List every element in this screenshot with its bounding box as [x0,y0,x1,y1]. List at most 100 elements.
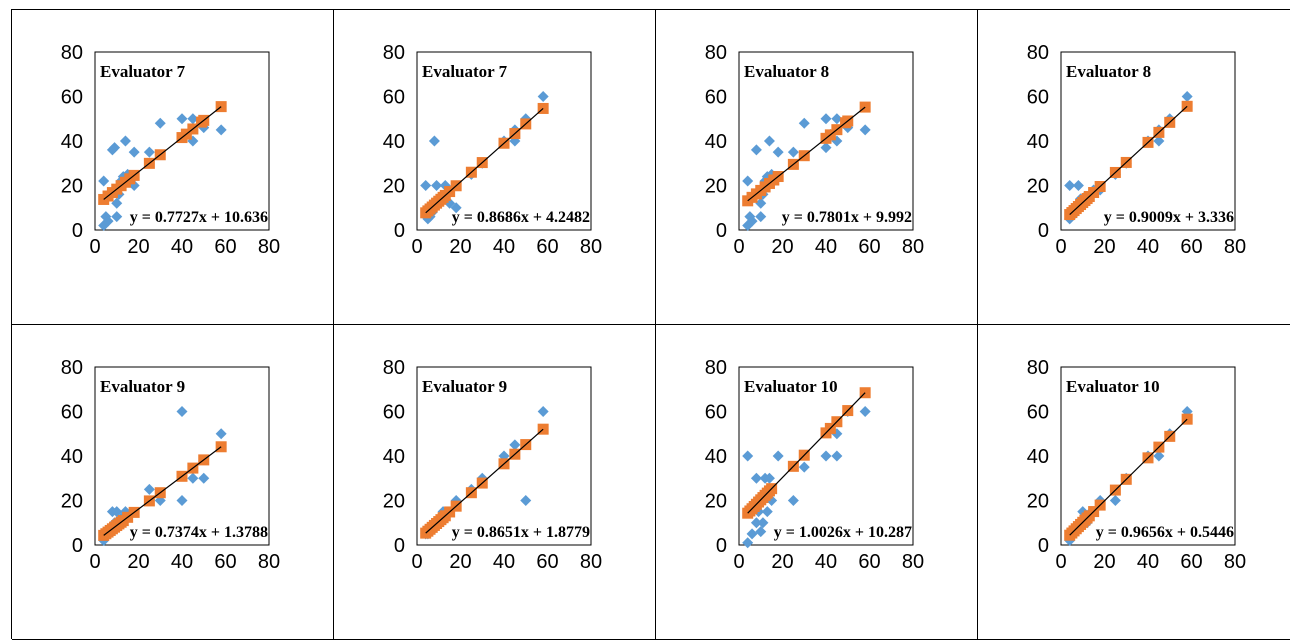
data-point [763,472,775,484]
x-tick-label: 80 [902,551,924,573]
plot-area-border [738,51,914,231]
chart-cell: 0 20 40 60 80 0 20 40 60 80 Evaluator 8 y = 0.7801x… [656,10,978,325]
data-point [111,506,123,518]
data-point [820,450,832,462]
y-tick-label: 20 [1027,176,1049,198]
trendline-equation: y = 0.7727x + 10.636 [130,209,268,226]
y-tick-label: 60 [61,87,83,109]
y-tick-label: 20 [705,491,727,513]
data-point [187,113,199,125]
trendline [1069,418,1188,536]
data-point [215,428,227,440]
data-point [111,197,123,209]
data-point [1072,180,1084,191]
trendline-equation: y = 0.8686x + 4.2482 [452,209,590,226]
data-point [428,135,440,147]
x-tick-label: 80 [1224,551,1246,573]
y-tick-label: 40 [705,131,727,153]
chart-cell: 0 20 40 60 80 0 20 40 60 80 Evaluator 9 y = 0.7374x… [12,325,334,640]
y-tick-label: 60 [383,87,405,109]
scatter-chart: 0 20 40 60 80 0 20 40 60 80 Evaluator 9 y = 0.7374x… [61,357,280,573]
y-tick-label: 40 [383,131,405,153]
x-tick-label: 40 [171,551,193,573]
x-tick-label: 40 [493,236,515,258]
data-point [1064,180,1076,191]
trendline [747,106,866,202]
plot-area-border [94,51,270,231]
data-point [98,175,110,187]
data-point [520,495,532,506]
y-tick-label: 80 [383,42,405,64]
data-point [820,142,832,154]
data-point [154,117,166,129]
y-tick-label: 40 [61,131,83,153]
data-point [420,180,432,191]
x-tick-label: 0 [1055,551,1066,573]
y-tick-label: 0 [1038,220,1049,242]
chart-title: Evaluator 10 [1066,377,1160,396]
data-point [119,135,131,147]
trendline [747,392,866,514]
data-point [859,124,871,136]
data-point [1181,91,1193,102]
x-tick-label: 0 [411,236,422,258]
chart-title: Evaluator 9 [100,377,185,396]
chart-grid: 0 20 40 60 80 0 20 40 60 80 Evaluator 7 y = 0.7727x… [11,9,1290,640]
y-tick-label: 0 [72,220,83,242]
plot-area-border [416,51,592,231]
y-tick-label: 20 [383,176,405,198]
chart-title: Evaluator 7 [422,62,508,81]
y-tick-label: 60 [1027,87,1049,109]
data-point [798,461,810,473]
plot-area-border [1060,366,1236,546]
trendline-equation: y = 0.9009x + 3.336 [1104,209,1234,226]
chart-title: Evaluator 8 [1066,62,1151,81]
x-tick-label: 20 [127,236,149,258]
y-tick-label: 0 [716,535,727,557]
x-tick-label: 60 [214,236,236,258]
x-tick-label: 80 [580,551,602,573]
x-tick-label: 80 [580,236,602,258]
x-tick-label: 0 [89,236,100,258]
data-point [820,113,832,125]
y-tick-label: 60 [705,402,727,424]
data-point [128,146,140,158]
fitted-point [215,441,227,453]
x-tick-label: 40 [171,236,193,258]
trendline [103,106,222,200]
y-tick-label: 20 [1027,491,1049,513]
data-point [755,211,767,223]
plot-area-border [94,366,270,546]
trendline-equation: y = 0.7801x + 9.992 [782,209,912,226]
y-tick-label: 60 [61,402,83,424]
scatter-chart: 0 20 40 60 80 0 20 40 60 80 Evaluator 8 y = 0.9009x… [1027,42,1246,258]
y-tick-label: 60 [705,87,727,109]
trendline [1069,105,1188,216]
x-tick-label: 80 [902,236,924,258]
y-tick-label: 80 [61,42,83,64]
data-point [746,215,758,227]
chart-cell: 0 20 40 60 80 0 20 40 60 80 Evaluator 7 y = 0.7727x… [12,10,334,325]
data-point [102,215,114,227]
x-tick-label: 20 [1093,236,1115,258]
data-point [772,450,784,462]
data-point [187,472,199,484]
fitted-point [1181,100,1193,112]
scatter-chart: 0 20 40 60 80 0 20 40 60 80 Evaluator 10 y = 0.9656… [1027,357,1246,573]
data-point [798,117,810,129]
y-tick-label: 0 [716,220,727,242]
data-point [742,175,754,187]
y-tick-label: 40 [705,446,727,468]
data-point [742,220,754,232]
data-point [1109,495,1121,506]
scatter-chart: 0 20 40 60 80 0 20 40 60 80 Evaluator 7 y = 0.7727x… [61,42,280,258]
data-point [742,450,754,462]
x-tick-label: 40 [815,236,837,258]
chart-cell: 0 20 40 60 80 0 20 40 60 80 Evaluator 10 y = 1.0026… [656,325,978,640]
trendline-equation: y = 0.9656x + 0.5446 [1096,524,1234,541]
y-tick-label: 40 [383,446,405,468]
data-point [143,483,155,495]
chart-cell: 0 20 40 60 80 0 20 40 60 80 Evaluator 9 y = 0.8651x… [334,325,656,640]
y-tick-label: 40 [61,446,83,468]
scatter-chart: 0 20 40 60 80 0 20 40 60 80 Evaluator 7 y = 0.8686x… [383,42,602,258]
